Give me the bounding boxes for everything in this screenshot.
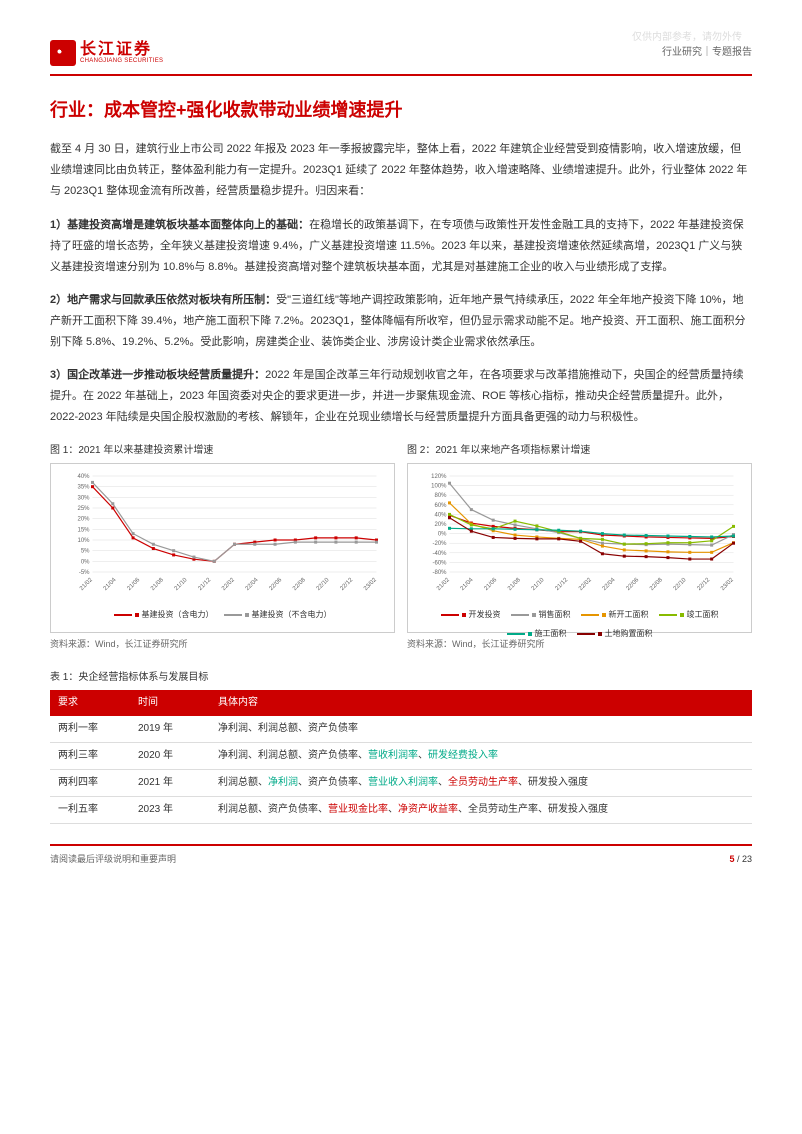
svg-text:15%: 15% bbox=[77, 528, 90, 534]
charts-row: 图 1：2021 年以来基建投资累计增速 -5% 0% 5% 10% 15% 20% 25%… bbox=[50, 443, 752, 651]
svg-text:22/02: 22/02 bbox=[578, 577, 593, 592]
svg-text:25%: 25% bbox=[77, 506, 90, 512]
svg-text:-5%: -5% bbox=[79, 570, 90, 576]
svg-text:22/04: 22/04 bbox=[245, 577, 260, 592]
svg-text:0%: 0% bbox=[438, 532, 447, 538]
svg-text:21/02: 21/02 bbox=[79, 577, 94, 592]
chart-1: 图 1：2021 年以来基建投资累计增速 -5% 0% 5% 10% 15% 20% 25%… bbox=[50, 443, 395, 651]
legend-item: 竣工面积 bbox=[659, 609, 719, 622]
svg-text:10%: 10% bbox=[77, 538, 90, 544]
svg-text:21/04: 21/04 bbox=[460, 577, 475, 592]
svg-text:21/10: 21/10 bbox=[174, 577, 189, 592]
legend-item: 新开工面积 bbox=[581, 609, 649, 622]
logo: 长江证券 CHANGJIANG SECURITIES bbox=[50, 40, 163, 66]
table-row: 两利三率2020 年净利润、利润总额、资产负债率、营收利润率、研发经费投入率 bbox=[50, 742, 752, 769]
table-header: 时间 bbox=[130, 690, 210, 716]
logo-icon bbox=[50, 40, 76, 66]
svg-text:-20%: -20% bbox=[432, 542, 447, 548]
svg-text:21/06: 21/06 bbox=[126, 577, 141, 592]
page-title: 行业：成本管控+强化收款带动业绩增速提升 bbox=[50, 96, 752, 125]
legend-item: 基建投资（不含电力） bbox=[224, 609, 332, 622]
svg-text:22/08: 22/08 bbox=[292, 577, 307, 592]
svg-text:22/06: 22/06 bbox=[625, 577, 640, 592]
svg-text:22/04: 22/04 bbox=[602, 577, 617, 592]
chart-2-title: 图 2：2021 年以来地产各项指标累计增速 bbox=[407, 443, 752, 459]
svg-text:80%: 80% bbox=[434, 494, 447, 500]
svg-text:20%: 20% bbox=[434, 522, 447, 528]
svg-text:22/12: 22/12 bbox=[339, 577, 354, 592]
svg-text:120%: 120% bbox=[431, 474, 447, 480]
svg-text:40%: 40% bbox=[434, 513, 447, 519]
svg-text:22/10: 22/10 bbox=[316, 577, 331, 592]
chart-1-title: 图 1：2021 年以来基建投资累计增速 bbox=[50, 443, 395, 459]
footer-disclaimer: 请阅读最后评级说明和重要声明 bbox=[50, 852, 176, 866]
svg-text:22/06: 22/06 bbox=[268, 577, 283, 592]
table-header: 具体内容 bbox=[210, 690, 752, 716]
svg-text:21/04: 21/04 bbox=[103, 577, 118, 592]
section-2: 2）地产需求与回款承压依然对板块有所压制：受"三道红线"等地产调控政策影响，近年… bbox=[50, 290, 752, 353]
chart-2: 图 2：2021 年以来地产各项指标累计增速 -80% -60% -40% -20% 0… bbox=[407, 443, 752, 651]
legend-item: 施工面积 bbox=[507, 628, 567, 641]
svg-text:22/10: 22/10 bbox=[673, 577, 688, 592]
table-1-title: 表 1：央企经营指标体系与发展目标 bbox=[50, 670, 752, 686]
section-3: 3）国企改革进一步推动板块经营质量提升：2022 年是国企改革三年行动规划收官之… bbox=[50, 365, 752, 428]
svg-text:22/08: 22/08 bbox=[649, 577, 664, 592]
page-footer: 请阅读最后评级说明和重要声明 5 / 23 bbox=[50, 844, 752, 866]
svg-text:30%: 30% bbox=[77, 496, 90, 502]
intro-paragraph: 截至 4 月 30 日，建筑行业上市公司 2022 年报及 2023 年一季报披… bbox=[50, 139, 752, 202]
legend-item: 销售面积 bbox=[511, 609, 571, 622]
table-1: 表 1：央企经营指标体系与发展目标 要求时间具体内容 两利一率2019 年净利润… bbox=[50, 670, 752, 824]
svg-text:21/08: 21/08 bbox=[507, 577, 522, 592]
legend-item: 基建投资（含电力） bbox=[114, 609, 214, 622]
svg-text:22/12: 22/12 bbox=[696, 577, 711, 592]
svg-text:21/12: 21/12 bbox=[197, 577, 212, 592]
svg-text:21/12: 21/12 bbox=[554, 577, 569, 592]
svg-text:40%: 40% bbox=[77, 474, 90, 480]
svg-text:60%: 60% bbox=[434, 503, 447, 509]
table-row: 两利一率2019 年净利润、利润总额、资产负债率 bbox=[50, 716, 752, 743]
svg-text:23/02: 23/02 bbox=[720, 577, 735, 592]
svg-text:-40%: -40% bbox=[432, 551, 447, 557]
svg-text:21/10: 21/10 bbox=[531, 577, 546, 592]
svg-text:-60%: -60% bbox=[432, 561, 447, 567]
svg-text:22/02: 22/02 bbox=[221, 577, 236, 592]
svg-text:5%: 5% bbox=[81, 549, 90, 555]
svg-text:23/02: 23/02 bbox=[363, 577, 378, 592]
svg-text:20%: 20% bbox=[77, 517, 90, 523]
table-row: 两利四率2021 年利润总额、净利润、资产负债率、营业收入利润率、全员劳动生产率… bbox=[50, 769, 752, 796]
logo-en: CHANGJIANG SECURITIES bbox=[80, 58, 163, 64]
svg-text:0%: 0% bbox=[81, 560, 90, 566]
svg-text:21/02: 21/02 bbox=[436, 577, 451, 592]
page-number: 5 / 23 bbox=[729, 852, 752, 866]
svg-text:21/08: 21/08 bbox=[150, 577, 165, 592]
svg-text:-80%: -80% bbox=[432, 570, 447, 576]
svg-text:35%: 35% bbox=[77, 485, 90, 491]
legend-item: 开发投资 bbox=[441, 609, 501, 622]
chart-1-source: 资料来源：Wind，长江证券研究所 bbox=[50, 637, 395, 651]
table-header: 要求 bbox=[50, 690, 130, 716]
logo-cn: 长江证券 bbox=[80, 42, 163, 58]
svg-text:21/06: 21/06 bbox=[483, 577, 498, 592]
svg-text:100%: 100% bbox=[431, 484, 447, 490]
header-category: 行业研究｜专题报告 bbox=[662, 45, 752, 61]
watermark: 仅供内部参考，请勿外传 bbox=[632, 30, 742, 46]
legend-item: 土地购置面积 bbox=[577, 628, 653, 641]
table-row: 一利五率2023 年利润总额、资产负债率、营业现金比率、净资产收益率、全员劳动生… bbox=[50, 796, 752, 823]
section-1: 1）基建投资高增是建筑板块基本面整体向上的基础：在稳增长的政策基调下，在专项债与… bbox=[50, 215, 752, 278]
